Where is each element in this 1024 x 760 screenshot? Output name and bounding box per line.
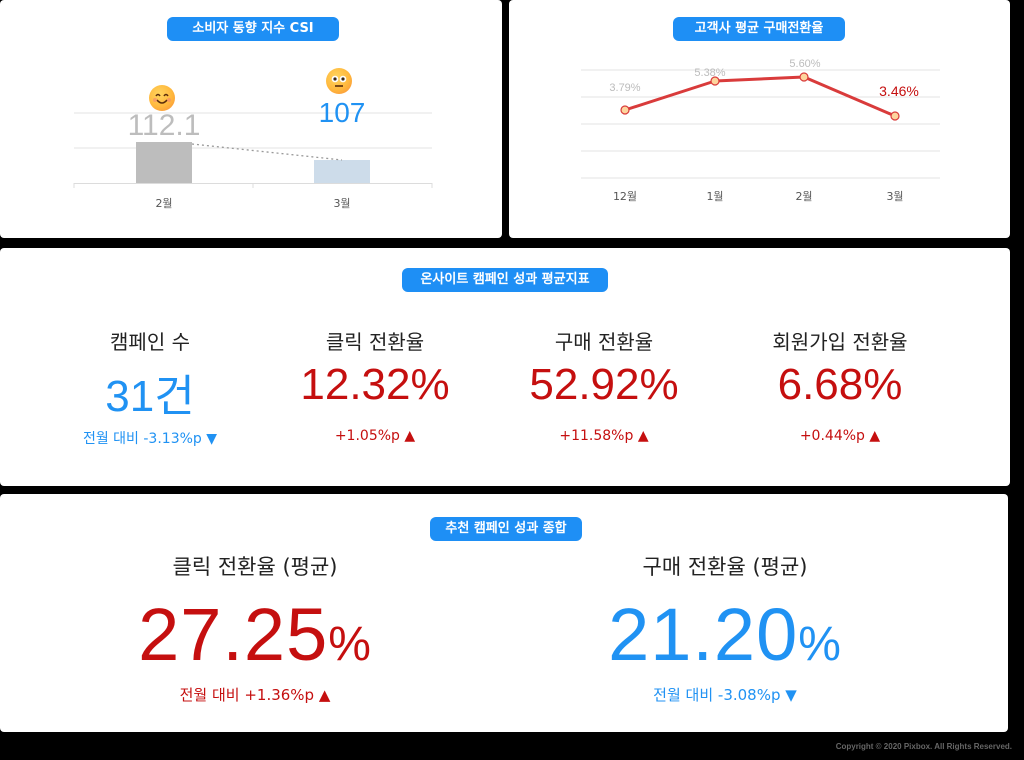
conversion-title-badge: 고객사 평균 구매전환율 [673,17,845,41]
metric-delta: 전월 대비 +1.36%p ▲ [179,686,331,704]
csi-bar-chart [73,112,433,188]
metric-delta: +0.44%p ▲ [799,428,881,444]
metric-delta: +1.05%p ▲ [334,428,416,444]
conv-label-mar: 3.46% [879,83,919,99]
copyright-text: Copyright © 2020 Pixbox. All Rights Rese… [835,742,1012,751]
metric-title: 클릭 전환율 (평균) [172,555,338,579]
metric-title: 캠페인 수 [110,330,190,354]
conv-label-feb: 5.60% [789,58,821,70]
up-arrow-icon: ▲ [637,428,649,444]
conv-label-dec: 3.79% [609,82,641,94]
metric-title: 회원가입 전환율 [772,330,908,354]
csi-value-feb: 112.1 [127,109,201,142]
conv-label-jan: 5.38% [694,67,726,79]
metric-title: 구매 전환율 [554,330,654,354]
up-arrow-icon: ▲ [404,428,416,444]
bar-feb [136,142,192,183]
csi-x-label-mar: 3월 [333,197,351,210]
conversion-card: 고객사 평균 구매전환율 3.79% 5.38% 5.60% 3.46% 12월… [509,0,1010,238]
csi-value-mar: 107 [318,97,366,128]
metric-title: 구매 전환율 (평균) [642,555,808,579]
smiling-face-icon [149,85,175,111]
up-arrow-icon: ▲ [318,686,331,704]
onsite-title-badge: 온사이트 캠페인 성과 평균지표 [402,268,608,292]
up-arrow-icon: ▲ [869,428,881,444]
down-arrow-icon: ▼ [785,686,797,704]
conv-x-label-dec: 12월 [612,190,638,203]
metric-title: 클릭 전환율 [325,330,425,354]
csi-card: 소비자 동향 지수 CSI 112.1 107 2월 3월 [0,0,502,238]
onsite-campaign-card: 온사이트 캠페인 성과 평균지표 캠페인 수 31건 전월 대비 -3.13%p… [0,248,1010,486]
metric-delta: +11.58%p ▲ [559,428,649,444]
metric-delta: 전월 대비 -3.13%p ▼ [82,431,218,447]
metric-value: 27.25% [138,593,372,676]
metric-value: 12.32% [300,360,450,409]
metric-value: 31건 [105,372,195,421]
metric-value: 6.68% [777,360,903,409]
metric-value: 52.92% [529,360,679,409]
metric-delta: 전월 대비 -3.08%p ▼ [653,686,797,704]
csi-x-label-feb: 2월 [155,197,173,210]
conv-x-label-feb: 2월 [795,190,813,203]
recommend-title-badge: 추천 캠페인 성과 종합 [430,517,582,541]
csi-title-badge: 소비자 동향 지수 CSI [167,17,339,41]
conv-x-label-jan: 1월 [706,190,724,203]
bar-mar [314,160,370,183]
recommend-campaign-card: 추천 캠페인 성과 종합 클릭 전환율 (평균) 27.25% 전월 대비 +1… [0,494,1008,732]
metric-value: 21.20% [608,593,842,676]
conv-x-label-mar: 3월 [886,190,904,203]
conversion-line-chart [581,69,940,179]
down-arrow-icon: ▼ [206,431,218,447]
neutral-face-icon [326,68,352,94]
